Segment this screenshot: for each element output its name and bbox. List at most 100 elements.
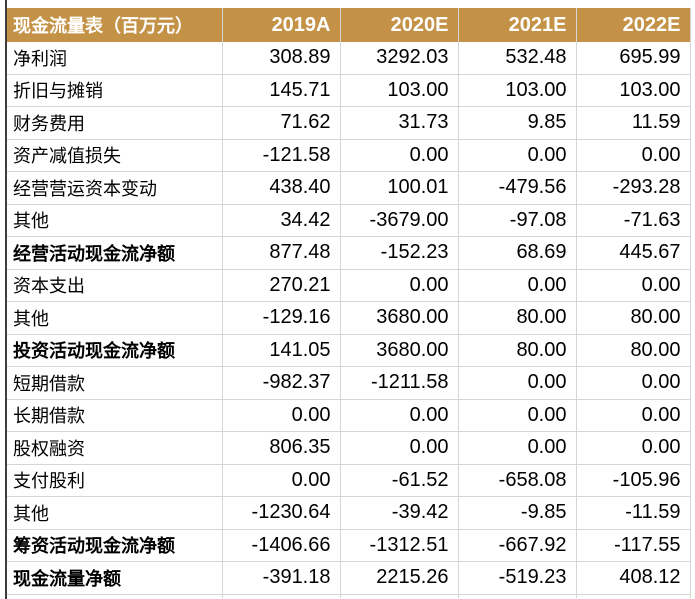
- table-row: 股权融资 806.35 0.00 0.00 0.00: [7, 431, 691, 465]
- cell-value: -982.37: [221, 366, 340, 400]
- row-label: 筹资活动现金流净额: [7, 529, 222, 562]
- cell-value: 0.00: [221, 399, 340, 432]
- cell-value: -1211.58: [339, 366, 458, 400]
- table-title: 现金流量表（百万元）: [7, 8, 222, 42]
- cell-value: -1230.64: [221, 496, 340, 530]
- partial-next-row: [7, 594, 691, 598]
- cell-value: 31.73: [339, 106, 458, 140]
- table-row: 短期借款 -982.37 -1211.58 0.00 0.00: [7, 366, 691, 400]
- row-label: 财务费用: [7, 106, 222, 140]
- cell-value: 80.00: [457, 301, 576, 335]
- row-label: 其他: [7, 496, 222, 530]
- row-label: 折旧与摊销: [7, 74, 222, 107]
- cell-value: -71.63: [575, 204, 691, 237]
- partial-cell: [7, 594, 222, 598]
- cell-value: 103.00: [339, 74, 458, 107]
- cell-value: -391.18: [221, 561, 340, 595]
- cell-value: 71.62: [221, 106, 340, 140]
- cell-value: 877.48: [221, 236, 340, 270]
- partial-cell: [457, 594, 576, 598]
- cell-value: 806.35: [221, 431, 340, 465]
- table-body: 净利润 308.89 3292.03 532.48 695.99 折旧与摊销 145.71 1…: [7, 42, 691, 598]
- cell-value: -3679.00: [339, 204, 458, 237]
- cell-value: 11.59: [575, 106, 691, 140]
- table-row: 其他 -129.16 3680.00 80.00 80.00: [7, 301, 691, 335]
- column-header-2020e: 2020E: [339, 8, 458, 42]
- cell-value: 2215.26: [339, 561, 458, 595]
- table-row: 经营营运资本变动 438.40 100.01 -479.56 -293.28: [7, 171, 691, 205]
- table-row: 净利润 308.89 3292.03 532.48 695.99: [7, 42, 691, 75]
- cell-value: -293.28: [575, 171, 691, 205]
- cell-value: 80.00: [575, 301, 691, 335]
- cell-value: -39.42: [339, 496, 458, 530]
- cell-value: -667.92: [457, 529, 576, 562]
- cell-value: 0.00: [575, 431, 691, 465]
- row-label: 经营活动现金流净额: [7, 236, 222, 270]
- partial-cell: [339, 594, 458, 598]
- table-row: 资本支出 270.21 0.00 0.00 0.00: [7, 269, 691, 302]
- table-row: 折旧与摊销 145.71 103.00 103.00 103.00: [7, 74, 691, 107]
- cell-value: 103.00: [457, 74, 576, 107]
- cell-value: 0.00: [457, 366, 576, 400]
- cell-value: 0.00: [575, 399, 691, 432]
- cell-value: -658.08: [457, 464, 576, 497]
- cell-value: 80.00: [457, 334, 576, 367]
- table-row: 其他 34.42 -3679.00 -97.08 -71.63: [7, 204, 691, 237]
- cell-value: 9.85: [457, 106, 576, 140]
- cell-value: 3680.00: [339, 301, 458, 335]
- table-row: 投资活动现金流净额 141.05 3680.00 80.00 80.00: [7, 334, 691, 367]
- row-label: 资产减值损失: [7, 139, 222, 172]
- cell-value: 0.00: [339, 399, 458, 432]
- cashflow-table: 现金流量表（百万元） 2019A 2020E 2021E 2022E 净利润 30…: [7, 8, 691, 598]
- cell-value: -479.56: [457, 171, 576, 205]
- cell-value: -97.08: [457, 204, 576, 237]
- table-row: 经营活动现金流净额 877.48 -152.23 68.69 445.67: [7, 236, 691, 270]
- cell-value: 532.48: [457, 42, 576, 75]
- cell-value: 34.42: [221, 204, 340, 237]
- cell-value: 68.69: [457, 236, 576, 270]
- cell-value: 3680.00: [339, 334, 458, 367]
- cell-value: 0.00: [339, 269, 458, 302]
- cell-value: -121.58: [221, 139, 340, 172]
- cell-value: 445.67: [575, 236, 691, 270]
- cell-value: -152.23: [339, 236, 458, 270]
- cell-value: 408.12: [575, 561, 691, 595]
- cell-value: 0.00: [339, 431, 458, 465]
- cell-value: 141.05: [221, 334, 340, 367]
- table-header-row: 现金流量表（百万元） 2019A 2020E 2021E 2022E: [7, 8, 691, 42]
- cell-value: -61.52: [339, 464, 458, 497]
- cell-value: -1312.51: [339, 529, 458, 562]
- row-label: 资本支出: [7, 269, 222, 302]
- cell-value: 0.00: [457, 269, 576, 302]
- cell-value: -129.16: [221, 301, 340, 335]
- row-label: 其他: [7, 204, 222, 237]
- cell-value: -105.96: [575, 464, 691, 497]
- cell-value: 695.99: [575, 42, 691, 75]
- cell-value: 80.00: [575, 334, 691, 367]
- cell-value: 438.40: [221, 171, 340, 205]
- table-row: 其他 -1230.64 -39.42 -9.85 -11.59: [7, 496, 691, 530]
- cell-value: 0.00: [457, 399, 576, 432]
- partial-cell: [221, 594, 340, 598]
- cell-value: 100.01: [339, 171, 458, 205]
- cell-value: 103.00: [575, 74, 691, 107]
- row-label: 短期借款: [7, 366, 222, 400]
- partial-cell: [575, 594, 691, 598]
- row-label: 投资活动现金流净额: [7, 334, 222, 367]
- cell-value: 3292.03: [339, 42, 458, 75]
- left-edge-rule: [5, 0, 7, 599]
- cell-value: -117.55: [575, 529, 691, 562]
- column-header-2022e: 2022E: [575, 8, 691, 42]
- cell-value: 0.00: [221, 464, 340, 497]
- cell-value: 0.00: [457, 139, 576, 172]
- column-header-2019a: 2019A: [221, 8, 340, 42]
- cell-value: 0.00: [575, 139, 691, 172]
- row-label: 长期借款: [7, 399, 222, 432]
- row-label: 现金流量净额: [7, 561, 222, 595]
- row-label: 支付股利: [7, 464, 222, 497]
- table-row: 支付股利 0.00 -61.52 -658.08 -105.96: [7, 464, 691, 497]
- cell-value: 308.89: [221, 42, 340, 75]
- table-row: 长期借款 0.00 0.00 0.00 0.00: [7, 399, 691, 432]
- cell-value: 0.00: [575, 366, 691, 400]
- table-row: 财务费用 71.62 31.73 9.85 11.59: [7, 106, 691, 140]
